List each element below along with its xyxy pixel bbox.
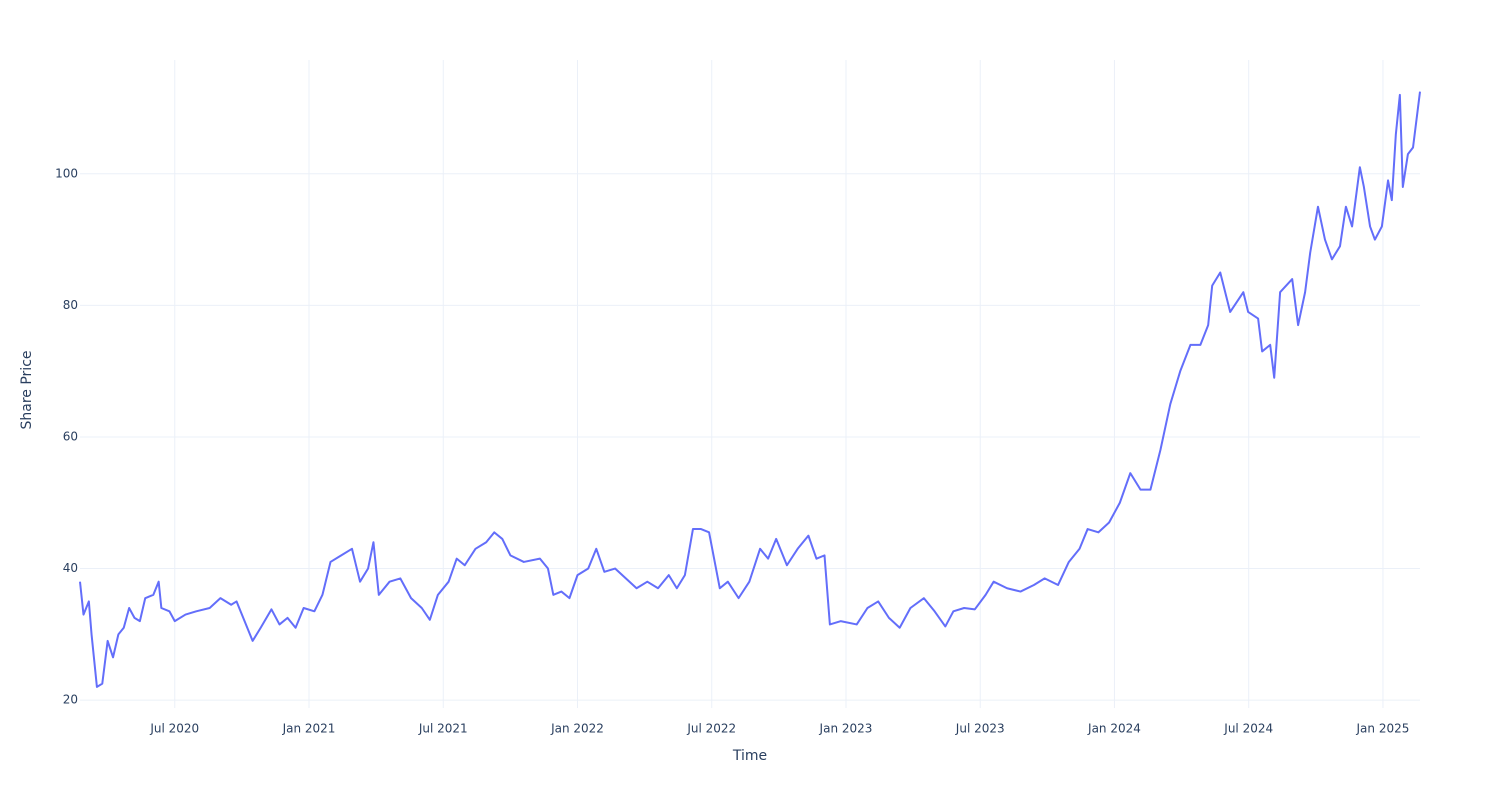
x-tick-label: Jan 2023 xyxy=(819,722,873,736)
x-tick-label: Jan 2025 xyxy=(1356,722,1410,736)
x-tick-label: Jul 2023 xyxy=(955,722,1005,736)
y-tick-label: 60 xyxy=(63,429,78,443)
x-axis-title: Time xyxy=(732,748,767,764)
x-tick-label: Jul 2022 xyxy=(686,722,736,736)
y-tick-label: 20 xyxy=(63,693,78,707)
y-tick-label: 80 xyxy=(63,298,78,312)
price-line xyxy=(79,91,1421,688)
x-tick-label: Jul 2020 xyxy=(149,722,199,736)
x-tick-label: Jan 2024 xyxy=(1087,722,1141,736)
y-axis-title: Share Price xyxy=(19,350,35,429)
y-tick-label: 100 xyxy=(55,166,78,180)
x-tick-label: Jan 2021 xyxy=(282,722,336,736)
x-tick-label: Jul 2024 xyxy=(1223,722,1273,736)
y-tick-label: 40 xyxy=(63,561,78,575)
x-tick-label: Jul 2021 xyxy=(418,722,468,736)
x-tick-label: Jan 2022 xyxy=(550,722,604,736)
